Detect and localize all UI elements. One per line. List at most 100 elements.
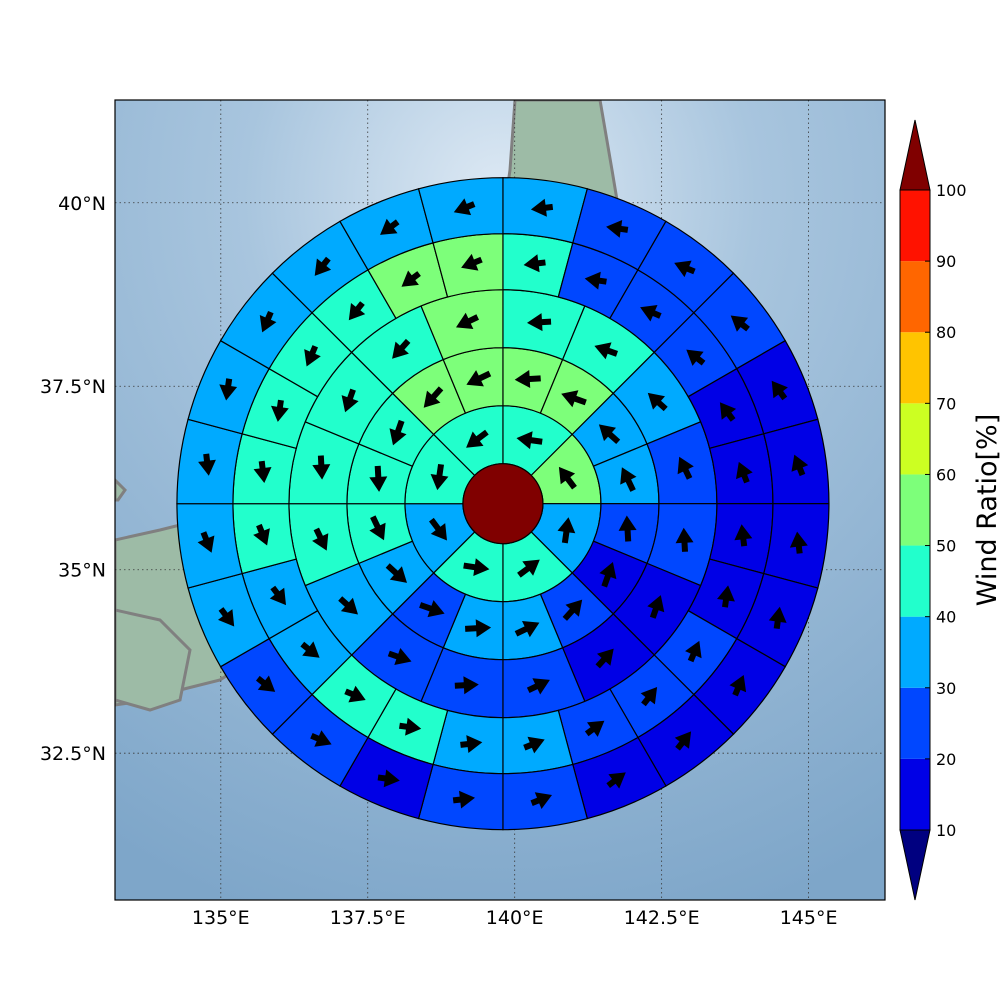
wind-arrow (380, 218, 400, 235)
colorbar-band (900, 474, 930, 546)
wind-arrow (256, 675, 276, 692)
lat-tick-label: 40°N (58, 193, 106, 215)
wind-arrow (516, 431, 543, 450)
wind-arrow (686, 349, 706, 366)
wind-arrow (557, 517, 576, 544)
colorbar-tick-label: 80 (936, 323, 956, 342)
wind-arrow (429, 517, 447, 541)
wind-arrow (300, 641, 320, 658)
land-kyushu-edge (115, 477, 127, 502)
wind-arrow (385, 563, 407, 583)
wind-arrow (514, 621, 540, 638)
wind-arrow (523, 736, 545, 754)
wind-arrow (677, 456, 694, 480)
wind-arrow (674, 731, 692, 751)
colorbar-tick-label: 30 (936, 679, 956, 698)
wind-arrow (344, 685, 366, 703)
colorbar-tick-label: 10 (936, 821, 956, 840)
colorbar-under-triangle (899, 829, 931, 901)
wind-arrow (310, 730, 332, 747)
lon-tick-label: 142.5°E (624, 907, 700, 929)
wind-arrow (584, 720, 605, 737)
colorbar-band (900, 545, 930, 617)
wind-arrow (253, 523, 270, 546)
wind-arrow (789, 531, 808, 554)
wind-arrow (419, 600, 445, 618)
wind-arrow (338, 596, 358, 615)
wind-arrow (791, 454, 809, 477)
wind-arrow (729, 675, 747, 697)
wind-arrow (674, 260, 696, 278)
wind-arrow (454, 676, 479, 695)
wind-arrow (466, 370, 492, 387)
wind-arrow (377, 769, 400, 788)
colorbar-bands (900, 190, 930, 830)
wind-arrow (460, 735, 483, 753)
wind-arrow (517, 559, 540, 578)
wind-arrow (640, 687, 658, 707)
colorbar-tick-label: 60 (936, 465, 956, 484)
colorbar-band (900, 190, 930, 262)
wind-arrow (269, 585, 286, 606)
wind-arrow (198, 453, 216, 476)
wind-arrow (598, 424, 621, 444)
wind-arrow (348, 301, 366, 321)
wind-arrow (271, 399, 289, 422)
wind-arrow (599, 562, 617, 588)
wind-arrow (466, 429, 489, 448)
colorbar: 10 20 30 40 50 60 70 80 90 100 Wind Ratio[%] (899, 119, 1000, 901)
wind-arrow (736, 461, 753, 484)
lon-tick-label: 140°E (486, 907, 544, 929)
colorbar-tick-label: 70 (936, 394, 956, 413)
wind-arrow (312, 527, 329, 551)
wind-arrow (461, 253, 483, 271)
wind-arrow (387, 648, 412, 665)
wind-arrow (423, 386, 444, 408)
wind-arrow (389, 419, 407, 446)
colorbar-over-triangle (899, 119, 931, 191)
wind-arrow (717, 585, 735, 608)
wind-arrow (771, 380, 788, 401)
colorbar-tick-label: 100 (936, 181, 967, 200)
lon-tick-label: 135°E (192, 907, 250, 929)
colorbar-title: Wind Ratio[%] (972, 414, 1000, 606)
wind-arrow (527, 313, 552, 332)
wind-arrow (675, 527, 694, 552)
wind-arrow (620, 467, 637, 492)
wind-arrow (530, 792, 552, 809)
colorbar-band (900, 758, 930, 830)
latitude-tick-labels: 32.5°N 35°N 37.5°N 40°N (40, 193, 106, 765)
wind-arrow (219, 378, 238, 401)
longitude-tick-labels: 135°E 137.5°E 140°E 142.5°E 145°E (192, 907, 838, 929)
wind-arrow (730, 315, 750, 332)
wind-arrow (526, 678, 550, 695)
colorbar-tick-label: 20 (936, 750, 956, 769)
lat-tick-label: 35°N (58, 560, 106, 582)
wind-arrow (253, 460, 272, 483)
wind-arrow (399, 717, 422, 736)
wind-arrow (314, 256, 332, 276)
wind-arrow (558, 466, 577, 490)
colorbar-band (900, 403, 930, 475)
wind-arrow (392, 338, 411, 359)
map-frame (114, 99, 886, 901)
lon-tick-label: 137.5°E (330, 907, 406, 929)
wind-arrow (401, 270, 421, 287)
wind-arrow (685, 640, 702, 663)
wind-arrow (341, 388, 359, 413)
colorbar-band (900, 332, 930, 404)
wind-arrow (369, 515, 386, 541)
colorbar-tick-labels: 10 20 30 40 50 60 70 80 90 100 (925, 181, 967, 840)
wind-arrow (561, 390, 587, 408)
wind-arrow (647, 595, 665, 619)
lat-tick-label: 37.5°N (40, 376, 106, 398)
wind-arrow (259, 311, 277, 333)
wind-arrow (647, 392, 668, 412)
wind-arrow (430, 464, 449, 491)
wind-arrow (523, 254, 546, 273)
colorbar-band (900, 616, 930, 688)
wind-arrow (197, 531, 215, 553)
land-shikoku (115, 608, 192, 712)
wind-arrow (719, 402, 737, 422)
wind-arrow (606, 220, 629, 238)
